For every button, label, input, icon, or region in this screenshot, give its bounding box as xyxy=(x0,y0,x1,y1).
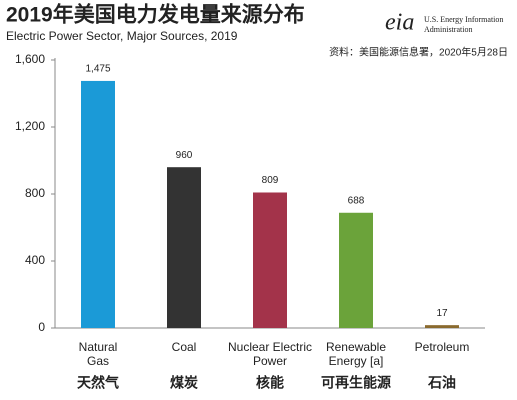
x-tick-label-cn: 天然气 xyxy=(77,375,119,391)
bar xyxy=(167,167,201,328)
source: 资料：美国能源信息署，2020年5月28日 xyxy=(329,46,508,59)
value-label: 688 xyxy=(348,195,365,206)
value-label: 17 xyxy=(436,308,448,319)
x-tick-label-cn: 煤炭 xyxy=(170,375,198,391)
x-tick-label: Nuclear Electric xyxy=(228,340,312,354)
y-tick-label: 800 xyxy=(25,186,45,200)
logo-text: U.S. Energy Information xyxy=(424,15,503,24)
y-tick-label: 1,200 xyxy=(15,119,45,133)
logo-text: Administration xyxy=(424,25,472,34)
y-tick-label: 0 xyxy=(38,320,45,334)
value-label: 809 xyxy=(262,175,279,186)
x-tick-label: Power xyxy=(253,354,287,368)
value-label: 960 xyxy=(176,150,193,161)
logo-mark: eia xyxy=(385,10,414,36)
x-tick-label: Petroleum xyxy=(415,340,470,354)
x-tick-label: Energy [a] xyxy=(329,354,384,368)
bar xyxy=(81,80,115,328)
x-tick-label-cn: 可再生能源 xyxy=(321,375,391,391)
y-tick-label: 1,600 xyxy=(15,52,45,66)
bar xyxy=(253,192,287,328)
x-tick-label-cn: 石油 xyxy=(427,375,456,391)
bar xyxy=(339,212,373,328)
x-tick-label: Coal xyxy=(172,340,197,354)
chart-subtitle: Electric Power Sector, Major Sources, 20… xyxy=(6,29,238,43)
y-tick-label: 400 xyxy=(25,253,45,267)
x-tick-label-cn: 核能 xyxy=(256,375,284,391)
x-tick-label: Gas xyxy=(87,354,109,368)
x-tick-label: Renewable xyxy=(326,340,386,354)
chart-title: 2019年美国电力发电量来源分布 xyxy=(6,3,305,27)
value-label: 1,475 xyxy=(85,64,110,75)
bar xyxy=(425,325,459,328)
x-tick-label: Natural xyxy=(79,340,118,354)
